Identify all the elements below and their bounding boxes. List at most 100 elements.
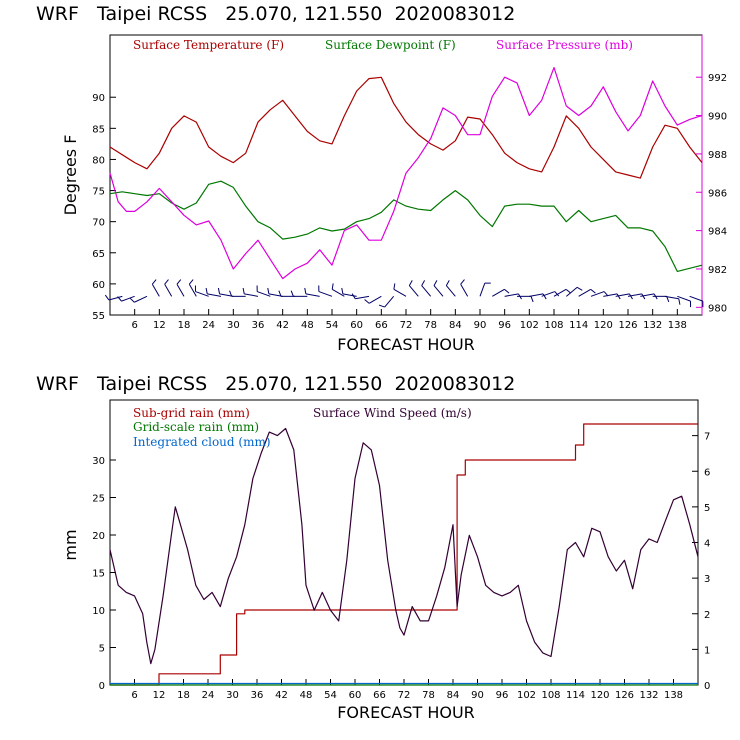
x-tick-label: 90 bbox=[474, 320, 487, 331]
wind-barb bbox=[445, 280, 456, 297]
wind-barb bbox=[615, 293, 633, 300]
x-tick-label: 72 bbox=[400, 320, 413, 331]
x-tick-label: 120 bbox=[590, 690, 609, 701]
y-tick-label: 25 bbox=[92, 494, 105, 505]
wind-barb bbox=[541, 291, 560, 297]
top-title: WRF Taipei RCSS 25.070, 121.550 20200830… bbox=[36, 3, 515, 25]
y-tick-label: 0 bbox=[99, 681, 105, 692]
wind-barb bbox=[566, 286, 583, 297]
x-tick-label: 36 bbox=[252, 320, 265, 331]
bottom-title: WRF Taipei RCSS 25.070, 121.550 20200830… bbox=[36, 373, 515, 395]
bottom-y2-ticks: 0 1 2 3 4 5 6 7 bbox=[692, 432, 710, 692]
x-tick-label: 12 bbox=[153, 690, 166, 701]
x-tick-label: 126 bbox=[615, 690, 634, 701]
y-tick-label: 60 bbox=[92, 280, 105, 291]
legend-wind-speed: Surface Wind Speed (m/s) bbox=[313, 406, 472, 420]
y2-tick-label: 4 bbox=[704, 539, 710, 550]
y2-tick-label: 984 bbox=[708, 227, 727, 238]
wind-barb bbox=[229, 290, 246, 297]
top-y2-ticks: 980 982 984 986 988 990 992 bbox=[696, 73, 727, 314]
x-tick-label: 60 bbox=[349, 690, 362, 701]
x-tick-label: 36 bbox=[251, 690, 264, 701]
wind-barb bbox=[578, 288, 596, 297]
bottom-panel: WRF Taipei RCSS 25.070, 121.550 20200830… bbox=[36, 373, 710, 722]
x-tick-label: 108 bbox=[541, 690, 560, 701]
series-surface-pressure-mb- bbox=[109, 67, 703, 280]
series-surface-dewpoint-f- bbox=[109, 180, 703, 272]
wind-barb bbox=[364, 295, 382, 304]
wind-barb bbox=[460, 279, 469, 297]
y2-tick-label: 2 bbox=[704, 610, 710, 621]
series-surface-temperature-f- bbox=[109, 76, 703, 179]
y-tick-label: 85 bbox=[92, 124, 105, 135]
x-tick-label: 42 bbox=[275, 690, 288, 701]
wind-barb bbox=[378, 296, 395, 308]
legend-subgrid-rain: Sub-grid rain (mm) bbox=[133, 406, 250, 420]
wind-barb bbox=[205, 287, 222, 297]
x-tick-label: 84 bbox=[449, 320, 462, 331]
wind-barbs bbox=[104, 279, 704, 308]
y2-tick-label: 988 bbox=[708, 150, 727, 161]
x-tick-label: 48 bbox=[301, 320, 314, 331]
x-tick-label: 72 bbox=[398, 690, 411, 701]
x-tick-label: 138 bbox=[668, 320, 687, 331]
wind-barb bbox=[433, 280, 444, 297]
y2-tick-label: 3 bbox=[704, 574, 710, 585]
wind-barb bbox=[603, 293, 621, 300]
bottom-x-axis-label: FORECAST HOUR bbox=[337, 703, 475, 722]
x-tick-label: 66 bbox=[375, 320, 388, 331]
y2-tick-label: 0 bbox=[704, 681, 710, 692]
y-tick-label: 70 bbox=[92, 218, 105, 229]
x-tick-label: 102 bbox=[517, 690, 536, 701]
x-tick-label: 30 bbox=[227, 320, 240, 331]
wind-barb bbox=[194, 285, 209, 297]
x-tick-label: 132 bbox=[639, 690, 658, 701]
top-series bbox=[109, 67, 703, 280]
y2-tick-label: 1 bbox=[704, 645, 710, 656]
legend-temperature: Surface Temperature (F) bbox=[133, 38, 284, 52]
wind-barb bbox=[652, 295, 670, 303]
wind-barb bbox=[421, 280, 432, 297]
x-tick-label: 78 bbox=[422, 690, 435, 701]
wind-barb bbox=[278, 290, 295, 297]
y2-tick-label: 986 bbox=[708, 188, 727, 199]
x-tick-label: 18 bbox=[178, 320, 191, 331]
x-tick-label: 102 bbox=[520, 320, 539, 331]
wind-barb bbox=[242, 287, 259, 297]
y2-tick-label: 5 bbox=[704, 503, 710, 514]
legend-pressure: Surface Pressure (mb) bbox=[496, 38, 633, 52]
wind-barb bbox=[341, 287, 357, 297]
x-tick-label: 66 bbox=[373, 690, 386, 701]
y-tick-label: 75 bbox=[92, 187, 105, 198]
x-tick-label: 120 bbox=[594, 320, 613, 331]
wind-barb bbox=[104, 294, 123, 301]
wind-barb bbox=[176, 279, 185, 297]
wind-barb bbox=[517, 295, 534, 303]
wind-barb bbox=[492, 288, 510, 297]
wind-barb bbox=[117, 295, 135, 302]
top-y-axis-label: Degrees F bbox=[61, 135, 80, 216]
top-panel: WRF Taipei RCSS 25.070, 121.550 20200830… bbox=[36, 3, 727, 354]
x-tick-label: 96 bbox=[498, 320, 511, 331]
wind-barb bbox=[304, 287, 320, 297]
wind-barb bbox=[188, 279, 197, 297]
wind-barb bbox=[408, 280, 419, 297]
wind-barb bbox=[553, 288, 572, 297]
y2-tick-label: 990 bbox=[708, 112, 727, 123]
x-tick-label: 84 bbox=[447, 690, 460, 701]
wind-barb bbox=[318, 285, 333, 297]
x-tick-label: 42 bbox=[276, 320, 289, 331]
legend-integrated-cloud: Integrated cloud (mm) bbox=[133, 435, 271, 449]
x-tick-label: 30 bbox=[226, 690, 239, 701]
y-tick-label: 65 bbox=[92, 249, 105, 260]
y2-tick-label: 982 bbox=[708, 265, 727, 276]
bottom-y-ticks: 0 5 10 15 20 25 30 bbox=[92, 456, 116, 692]
x-tick-label: 90 bbox=[471, 690, 484, 701]
wind-barb bbox=[529, 293, 547, 300]
series-surface-wind-speed-m-s- bbox=[109, 427, 699, 665]
legend-grid-rain: Grid-scale rain (mm) bbox=[133, 420, 259, 434]
bottom-x-ticks: 6 12 18 24 30 36 42 48 54 60 66 72 78 84 90 96 102 108 114… bbox=[131, 679, 683, 701]
y-tick-label: 30 bbox=[92, 456, 105, 467]
x-tick-label: 24 bbox=[202, 320, 215, 331]
